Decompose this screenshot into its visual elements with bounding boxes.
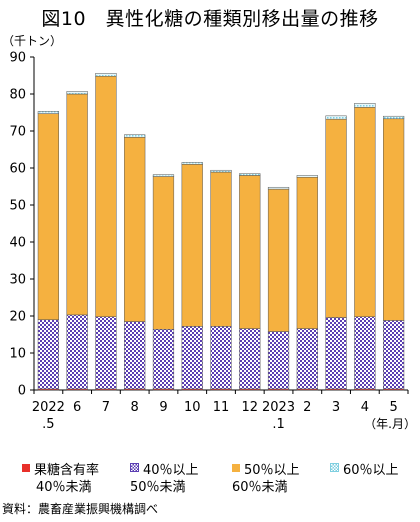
x-tick-label: 2023 <box>262 400 295 415</box>
bar-segment-1 <box>354 316 376 390</box>
y-tick-label: 0 <box>18 384 26 399</box>
chart-title: 図10 異性化糖の種類別移出量の推移 <box>41 8 379 30</box>
x-tick-label: 6 <box>73 400 81 415</box>
bar-segment-3 <box>296 175 318 178</box>
bar-segment-2 <box>354 107 376 317</box>
x-tick-label: 7 <box>102 400 110 415</box>
legend-label: 50％以上 <box>244 463 300 478</box>
x-tick-label: 9 <box>159 400 167 415</box>
bar-segment-1 <box>37 319 59 390</box>
y-tick-label: 40 <box>9 236 26 251</box>
legend-label-line2: 50％未満 <box>130 480 186 495</box>
x-tick-label: 8 <box>131 400 139 415</box>
x-tick-label: 4 <box>361 400 369 415</box>
bar-segment-1 <box>66 314 88 390</box>
bar-segment-2 <box>152 176 175 330</box>
bar-segment-1 <box>267 331 290 390</box>
x-tick-label: 2 <box>303 400 311 415</box>
legend-swatch <box>130 463 139 472</box>
bar-segment-2 <box>267 188 290 332</box>
x-tick-label: .1 <box>272 417 284 432</box>
legend-entry-2: 50％以上 60％未満 <box>232 462 300 496</box>
legend-entry-3: 60％以上 <box>330 462 399 479</box>
legend-label-line2: 60％未満 <box>232 480 288 495</box>
x-tick-label: 3 <box>332 400 340 415</box>
bar-segment-2 <box>325 118 347 318</box>
bar-segment-2 <box>124 137 146 322</box>
bar-segment-3 <box>37 111 59 114</box>
bar-segment-3 <box>66 91 88 95</box>
bar-segment-2 <box>66 93 88 316</box>
source-note: 資料：農畜産業振興機構調べ <box>2 502 159 516</box>
bar-segment-1 <box>124 321 146 390</box>
bar-segment-3 <box>267 186 290 190</box>
bars <box>37 73 405 391</box>
y-axis-unit-label: （千トン） <box>2 34 63 48</box>
bar-segment-3 <box>152 174 175 177</box>
legend-label: 果糖含有率 <box>34 463 100 478</box>
bar-segment-1 <box>383 320 405 390</box>
legend-entry-0: 果糖含有率 40％未満 <box>22 462 99 496</box>
bar-segment-3 <box>239 173 261 176</box>
x-tick-label: 12 <box>241 400 258 415</box>
bar-segment-1 <box>210 326 232 390</box>
bar-segment-2 <box>181 164 203 327</box>
bar-segment-1 <box>239 328 261 390</box>
bar-segment-3 <box>124 134 146 138</box>
bar-segment-3 <box>383 115 405 120</box>
bar-segment-2 <box>37 113 59 320</box>
x-tick-label: 5 <box>389 400 397 415</box>
bar-segment-1 <box>95 316 117 390</box>
bar-segment-1 <box>325 317 347 390</box>
legend-swatch <box>232 464 240 472</box>
bar-segment-1 <box>181 326 203 390</box>
legend-label: 40％以上 <box>143 463 199 478</box>
axis-labels: 0 10 20 30 40 50 60 70 80 90 2022 .5 6 7 8 9 10 11 12 2023.… <box>9 51 416 433</box>
bar-segment-2 <box>296 177 318 329</box>
x-tick-label: .5 <box>42 417 54 432</box>
bar-segment-1 <box>296 328 318 390</box>
legend-label: 60％以上 <box>343 463 399 478</box>
bar-segment-2 <box>239 175 261 329</box>
y-tick-label: 60 <box>9 162 26 177</box>
y-tick-label: 70 <box>9 125 26 140</box>
bar-segment-1 <box>152 329 175 390</box>
y-tick-label: 10 <box>9 347 26 362</box>
bar-segment-3 <box>325 115 347 120</box>
bar-segment-3 <box>210 169 232 173</box>
y-tick-label: 30 <box>9 273 26 288</box>
x-axis-suffix-label: （年.月） <box>364 417 416 431</box>
bar-segment-2 <box>95 75 117 317</box>
legend-swatch <box>22 464 30 472</box>
bar-segment-3 <box>181 162 203 165</box>
legend-entry-1: 40％以上 50％未満 <box>130 462 199 496</box>
bar-segment-2 <box>383 118 405 321</box>
legend-swatch <box>330 463 339 472</box>
y-tick-label: 50 <box>9 199 26 214</box>
y-tick-label: 20 <box>9 310 26 325</box>
y-tick-label: 80 <box>9 88 26 103</box>
legend-label-line2: 40％未満 <box>36 480 92 495</box>
x-tick-label: 11 <box>213 400 230 415</box>
bar-segment-2 <box>210 171 232 327</box>
bar-segment-3 <box>354 103 376 108</box>
bar-segment-3 <box>95 73 117 77</box>
x-tick-label: 10 <box>184 400 201 415</box>
y-tick-label: 90 <box>9 51 26 66</box>
x-tick-label: 2022 <box>32 400 65 415</box>
